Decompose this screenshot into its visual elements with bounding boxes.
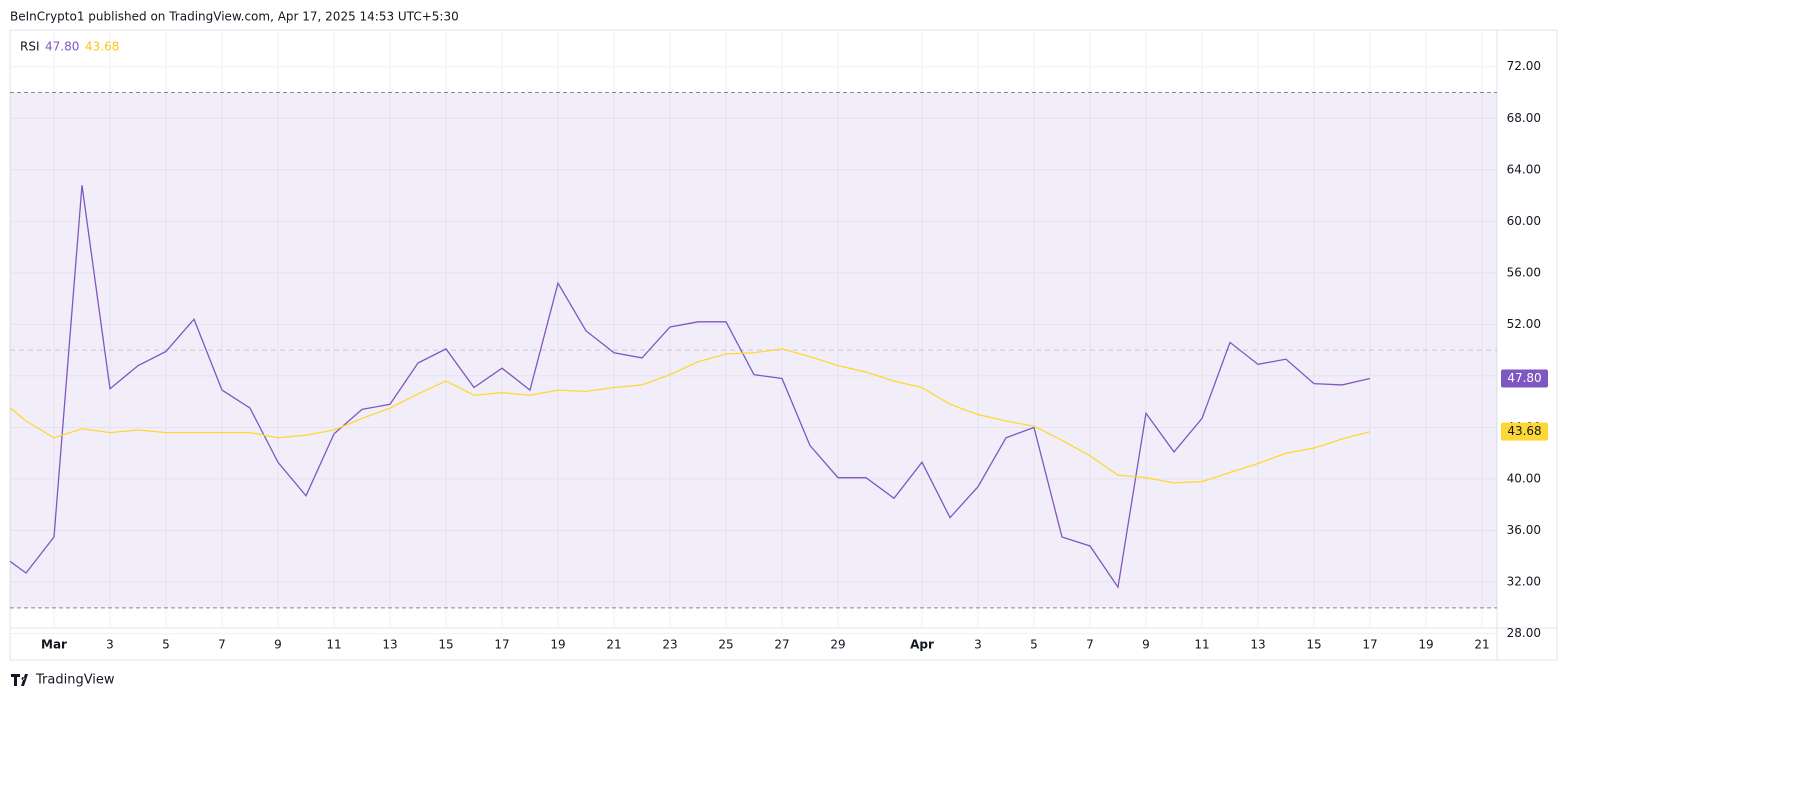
x-tick-label: Apr <box>910 638 934 652</box>
y-tick-label: 40.00 <box>1507 471 1541 485</box>
bands <box>10 91 1497 609</box>
legend-title: RSI <box>20 40 40 54</box>
y-tick-label: 36.00 <box>1507 523 1541 537</box>
y-tick-label: 28.00 <box>1507 626 1541 640</box>
x-tick-label: 29 <box>830 638 845 652</box>
x-tick-label: 19 <box>550 638 565 652</box>
y-tick-label: 72.00 <box>1507 59 1541 73</box>
x-tick-label: 9 <box>274 638 282 652</box>
series-line <box>10 185 1371 589</box>
band-fill <box>10 92 1497 608</box>
y-tick-label: 60.00 <box>1507 214 1541 228</box>
x-tick-label: 13 <box>382 638 397 652</box>
x-tick-label: 9 <box>1142 638 1150 652</box>
x-tick-label: 23 <box>662 638 677 652</box>
x-tick-label: 11 <box>1194 638 1209 652</box>
x-tick-label: 15 <box>1306 638 1321 652</box>
x-tick-label: 21 <box>606 638 621 652</box>
price-tag <box>1501 422 1548 441</box>
x-tick-label: 7 <box>218 638 226 652</box>
y-tick-label: 52.00 <box>1507 317 1541 331</box>
x-tick-label: Mar <box>41 638 67 652</box>
legend-value: 43.68 <box>85 40 119 54</box>
price-tag <box>1501 369 1548 388</box>
y-tick-label: 32.00 <box>1507 575 1541 589</box>
grid <box>10 30 1497 635</box>
x-tick-label: 7 <box>1086 638 1094 652</box>
legend-value: 47.80 <box>45 40 79 54</box>
x-tick-label: 21 <box>1474 638 1489 652</box>
y-tick-label: 56.00 <box>1507 265 1541 279</box>
x-tick-label: 15 <box>438 638 453 652</box>
x-tick-label: 11 <box>326 638 341 652</box>
series-line <box>10 348 1371 484</box>
chart-frame <box>9 29 1558 661</box>
price-tag-label: 43.68 <box>1507 424 1541 438</box>
x-tick-label: 25 <box>718 638 733 652</box>
x-tick-label: 19 <box>1418 638 1433 652</box>
publisher-line: BeInCrypto1 published on TradingView.com… <box>10 10 459 24</box>
axes: 28.0032.0036.0040.0044.0048.0052.0056.00… <box>41 59 1548 652</box>
y-tick-label: 64.00 <box>1507 162 1541 176</box>
lines <box>10 185 1371 589</box>
x-tick-label: 3 <box>974 638 982 652</box>
x-tick-label: 5 <box>162 638 170 652</box>
x-tick-label: 13 <box>1250 638 1265 652</box>
x-tick-label: 17 <box>1362 638 1377 652</box>
footer-brand: TradingView <box>35 673 115 688</box>
x-tick-label: 27 <box>774 638 789 652</box>
x-tick-label: 3 <box>106 638 114 652</box>
x-tick-label: 17 <box>494 638 509 652</box>
y-tick-label: 68.00 <box>1507 111 1541 125</box>
tradingview-logo <box>11 674 28 686</box>
price-tag-label: 47.80 <box>1507 371 1541 385</box>
x-tick-label: 5 <box>1030 638 1038 652</box>
